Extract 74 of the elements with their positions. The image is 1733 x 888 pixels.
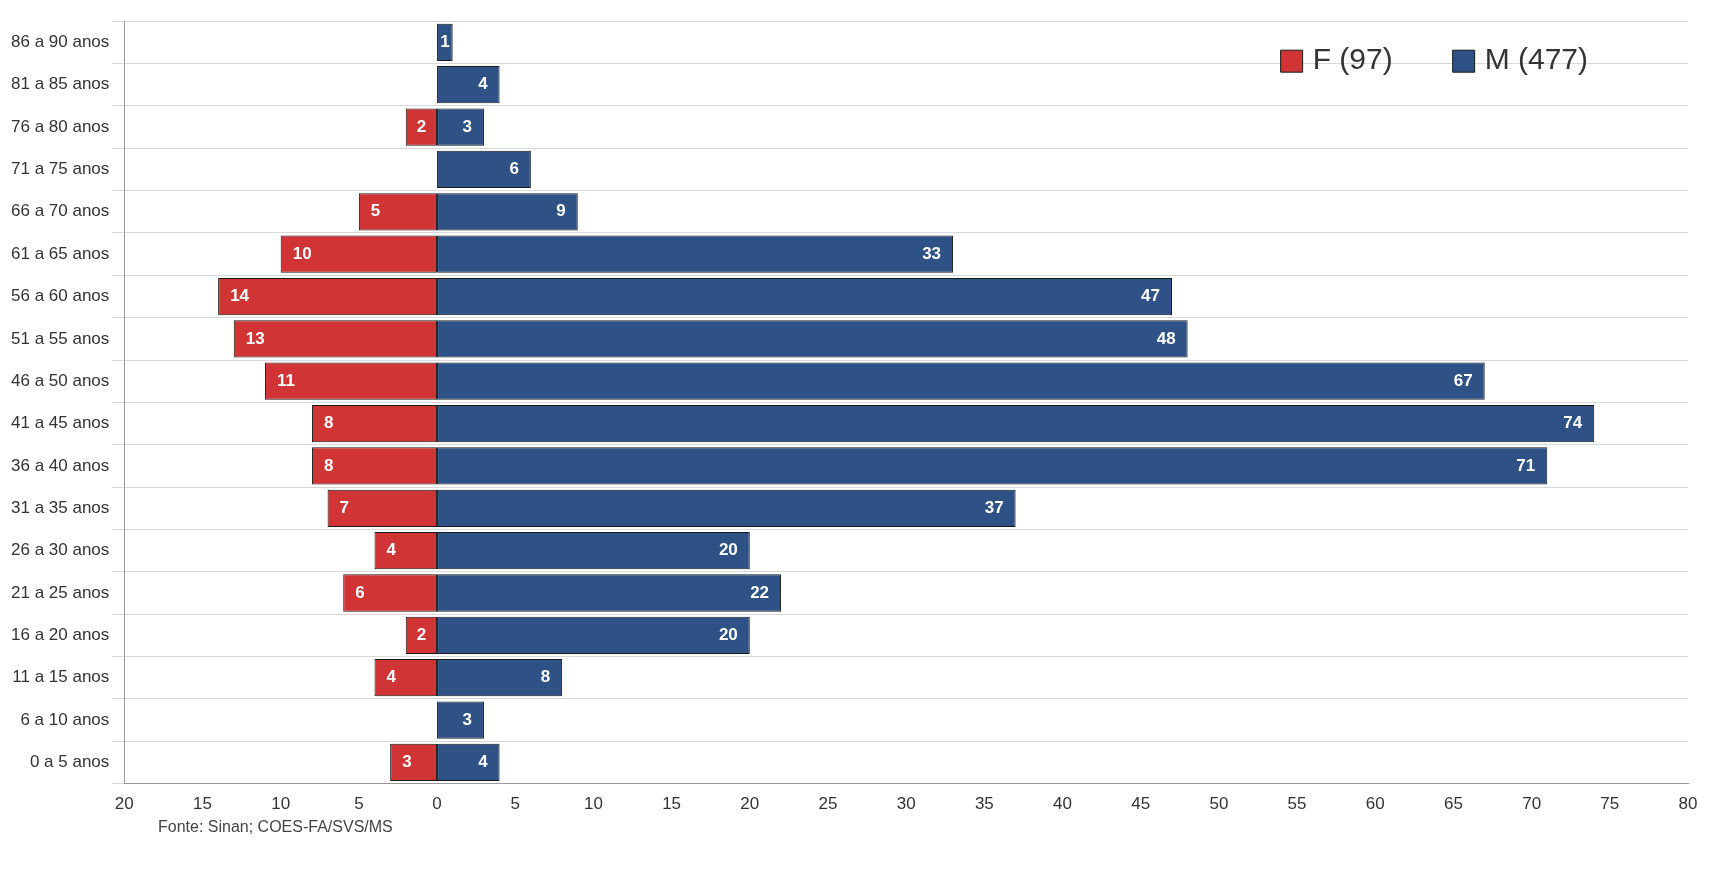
data-label: 1: [440, 32, 450, 52]
data-label: 47: [1141, 286, 1160, 306]
data-label: 37: [984, 497, 1004, 517]
data-label: 4: [478, 74, 489, 94]
data-label: 5: [370, 201, 381, 221]
x-tick-label: 45: [1131, 794, 1151, 814]
y-tick-label: 46 a 50 anos: [10, 370, 110, 390]
data-label: 3: [462, 116, 472, 136]
data-label: 3: [462, 709, 472, 729]
y-tick-label: 56 a 60 anos: [10, 286, 110, 306]
data-label: 20: [718, 540, 738, 560]
data-label: 4: [386, 667, 397, 687]
data-label: 33: [922, 243, 942, 263]
y-tick-label: 36 a 40 anos: [10, 455, 110, 475]
x-tick-label: 70: [1522, 794, 1542, 814]
data-label: 3: [402, 752, 412, 772]
data-label: 4: [386, 540, 397, 560]
x-tick-label: 10: [271, 794, 291, 814]
y-tick-label: 41 a 45 anos: [10, 413, 110, 433]
x-tick-label: 5: [354, 794, 364, 814]
data-label: 6: [355, 582, 365, 602]
y-tick-label: 66 a 70 anos: [10, 201, 110, 221]
data-label: 48: [1156, 328, 1176, 348]
x-tick-label: 75: [1600, 794, 1620, 814]
x-tick-label: 20: [114, 794, 134, 814]
y-tick-label: 61 a 65 anos: [10, 243, 110, 263]
y-tick-label: 11 a 15 anos: [12, 667, 110, 687]
data-label: 9: [556, 201, 566, 221]
x-tick-label: 15: [193, 794, 212, 814]
x-tick-label: 0: [432, 794, 442, 814]
y-tick-label: 76 a 80 anos: [10, 116, 110, 136]
y-tick-label: 86 a 90 anos: [10, 32, 110, 52]
data-label: 22: [750, 582, 770, 602]
legend-label: F (97): [1312, 42, 1393, 76]
data-label: 10: [292, 243, 312, 263]
y-tick-label: 21 a 25 anos: [10, 582, 110, 602]
x-tick-label: 80: [1678, 794, 1698, 814]
y-tick-label: 31 a 35 anos: [10, 497, 110, 517]
data-label: 74: [1563, 413, 1583, 433]
x-tick-label: 60: [1365, 794, 1385, 814]
x-tick-label: 15: [662, 794, 682, 814]
data-label: 71: [1516, 455, 1536, 475]
data-label: 2: [416, 116, 427, 136]
y-tick-label: 16 a 20 anos: [10, 625, 110, 645]
data-label: 2: [416, 625, 427, 645]
y-tick-label: 0 a 5 anos: [29, 752, 110, 772]
data-label: 20: [718, 625, 738, 645]
data-label: 13: [245, 328, 265, 348]
y-tick-label: 81 a 85 anos: [10, 74, 110, 94]
source-note: Fonte: Sinan; COES-FA/SVS/MS: [158, 818, 394, 836]
x-tick-label: 35: [974, 794, 994, 814]
data-label: 67: [1453, 370, 1473, 390]
data-label: 4: [478, 752, 489, 772]
x-tick-label: 30: [896, 794, 916, 814]
data-label: 6: [509, 159, 519, 179]
x-tick-label: 65: [1443, 794, 1463, 814]
legend-label: M (477): [1484, 42, 1588, 76]
y-tick-label: 26 a 30 anos: [10, 540, 110, 560]
x-tick-label: 55: [1287, 794, 1307, 814]
data-label: 8: [323, 413, 334, 433]
x-tick-label: 50: [1209, 794, 1229, 814]
x-tick-label: 20: [740, 794, 760, 814]
x-tick-label: 40: [1053, 794, 1072, 814]
y-tick-label: 51 a 55 anos: [10, 328, 110, 348]
y-tick-label: 71 a 75 anos: [10, 159, 110, 179]
data-label: 8: [540, 667, 551, 687]
data-label: 11: [277, 370, 296, 390]
x-tick-label: 25: [818, 794, 838, 814]
data-label: 8: [323, 455, 334, 475]
x-tick-label: 10: [583, 794, 603, 814]
data-label: 14: [230, 286, 250, 306]
x-tick-label: 5: [510, 794, 520, 814]
y-tick-label: 6 a 10 anos: [20, 709, 110, 729]
data-label: 7: [339, 497, 350, 517]
